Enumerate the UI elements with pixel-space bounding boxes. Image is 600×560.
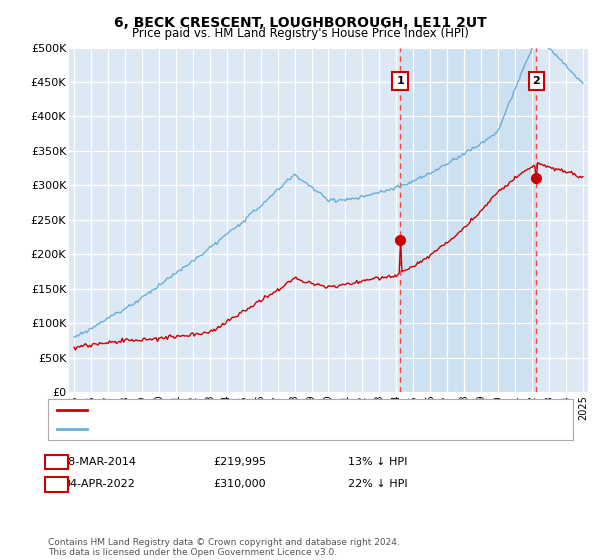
Text: HPI: Average price, detached house, Charnwood: HPI: Average price, detached house, Char… bbox=[93, 424, 345, 433]
Bar bbox=[400, 48, 536, 392]
Text: Contains HM Land Registry data © Crown copyright and database right 2024.
This d: Contains HM Land Registry data © Crown c… bbox=[48, 538, 400, 557]
Text: 1: 1 bbox=[53, 457, 60, 467]
Text: £310,000: £310,000 bbox=[214, 479, 266, 489]
Text: £219,995: £219,995 bbox=[214, 457, 266, 467]
Text: 22% ↓ HPI: 22% ↓ HPI bbox=[348, 479, 408, 489]
Text: 6, BECK CRESCENT, LOUGHBOROUGH, LE11 2UT: 6, BECK CRESCENT, LOUGHBOROUGH, LE11 2UT bbox=[113, 16, 487, 30]
Text: 1: 1 bbox=[396, 76, 404, 86]
Text: 28-MAR-2014: 28-MAR-2014 bbox=[62, 457, 137, 467]
Text: 13% ↓ HPI: 13% ↓ HPI bbox=[349, 457, 407, 467]
Text: 04-APR-2022: 04-APR-2022 bbox=[63, 479, 135, 489]
Text: 2: 2 bbox=[532, 76, 540, 86]
Text: 2: 2 bbox=[53, 479, 60, 489]
Text: 6, BECK CRESCENT, LOUGHBOROUGH, LE11 2UT (detached house): 6, BECK CRESCENT, LOUGHBOROUGH, LE11 2UT… bbox=[93, 405, 441, 415]
Text: Price paid vs. HM Land Registry's House Price Index (HPI): Price paid vs. HM Land Registry's House … bbox=[131, 27, 469, 40]
